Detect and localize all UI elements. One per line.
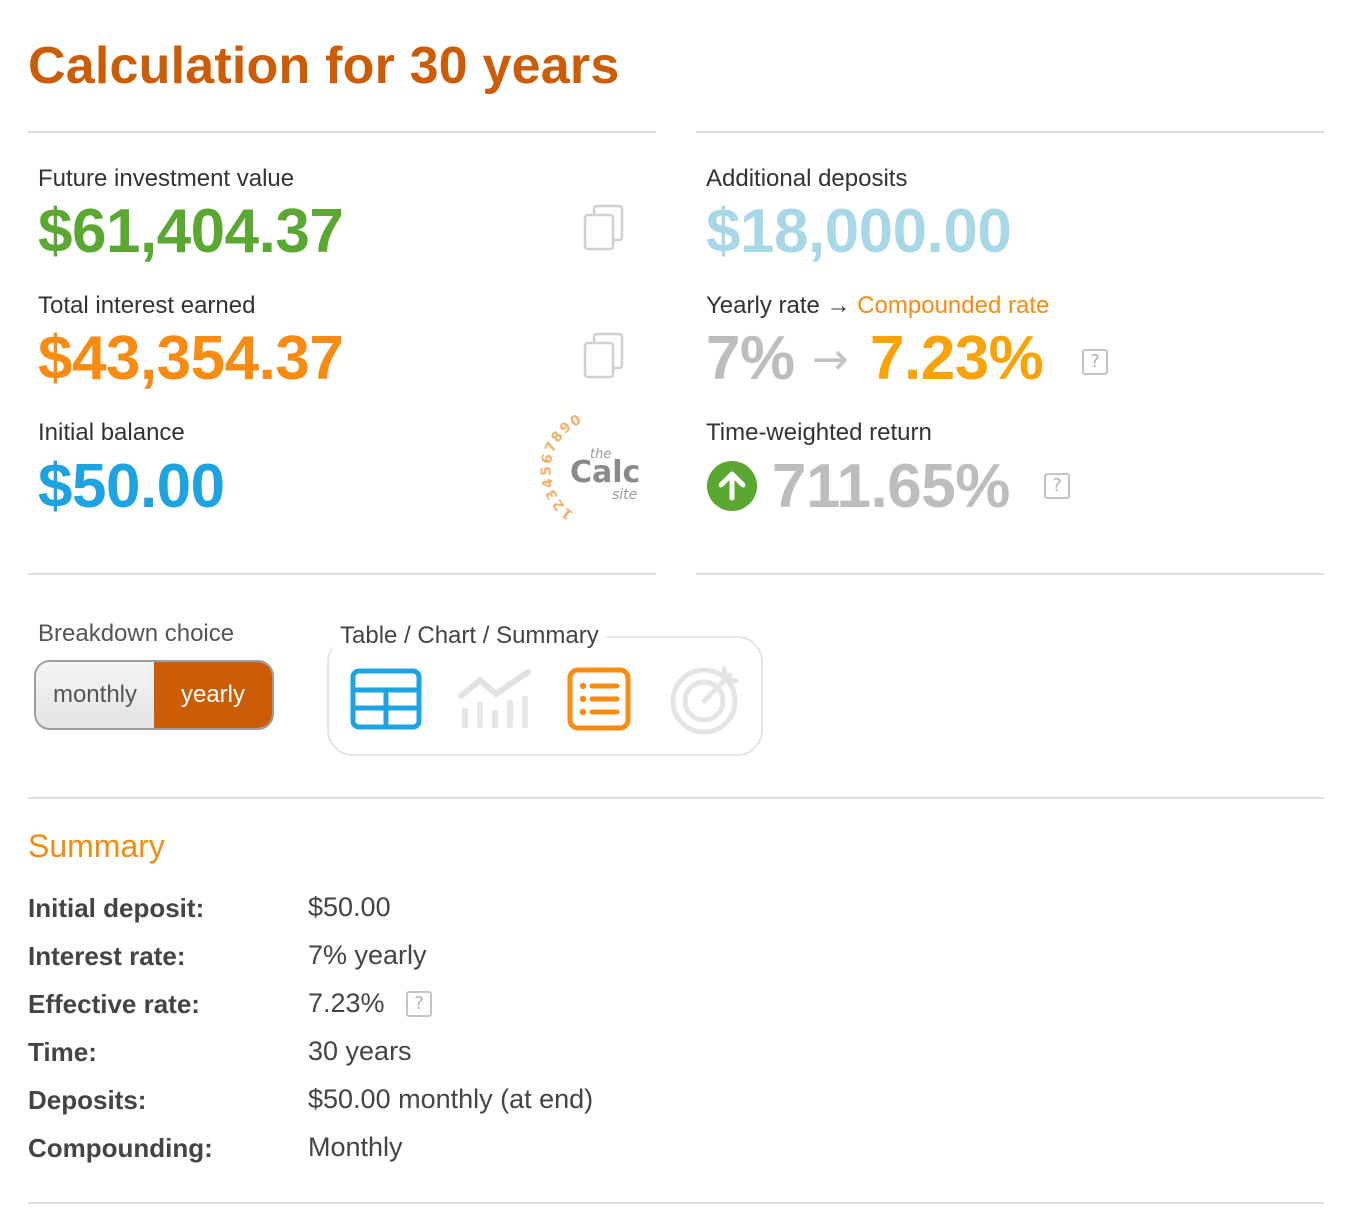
thecalcsite-logo: 1234567890 the Calc site <box>540 415 640 520</box>
help-icon[interactable]: ? <box>1044 473 1070 499</box>
total-interest-amount: $43,354.37 <box>38 324 344 393</box>
future-value-label: Future investment value <box>38 165 295 192</box>
breakdown-option-yearly[interactable]: yearly <box>154 662 272 728</box>
breakdown-label: Breakdown choice <box>38 620 235 647</box>
summary-key-interest-rate: Interest rate: <box>28 941 186 971</box>
initial-balance-amount: $50.00 <box>38 452 225 521</box>
compounded-rate-label: Compounded rate <box>857 292 1050 319</box>
rate-big-arrow: → <box>812 334 849 385</box>
summary-value-time: 30 years <box>308 1036 412 1066</box>
target-icon[interactable] <box>668 663 744 735</box>
summary-value-compounding: Monthly <box>308 1132 403 1162</box>
summary-key-compounding: Compounding: <box>28 1133 213 1163</box>
summary-key-deposits: Deposits: <box>28 1085 147 1115</box>
summary-value-deposits: $50.00 monthly (at end) <box>308 1084 594 1114</box>
divider <box>28 573 656 575</box>
chart-icon[interactable] <box>458 666 532 732</box>
rate-arrow: → <box>826 292 851 319</box>
breakdown-toggle[interactable]: monthly yearly <box>34 660 274 730</box>
divider <box>28 797 1324 799</box>
arrow-up-circle-icon <box>707 461 757 511</box>
twr-value: 711.65% <box>772 452 1010 521</box>
summary-list-icon[interactable] <box>567 667 631 731</box>
help-icon[interactable]: ? <box>1082 349 1108 375</box>
summary-key-time: Time: <box>28 1037 97 1067</box>
logo-the: the <box>590 447 611 462</box>
divider <box>28 131 656 133</box>
summary-key-effective-rate: Effective rate: <box>28 989 200 1019</box>
summary-value-effective-rate: 7.23% <box>308 988 385 1018</box>
summary-value-interest-rate: 7% yearly <box>308 940 427 970</box>
initial-balance-label: Initial balance <box>38 419 185 446</box>
summary-value-initial-deposit: $50.00 <box>308 892 391 922</box>
compounded-rate-value: 7.23% <box>870 324 1044 393</box>
divider <box>696 573 1324 575</box>
logo-site: site <box>612 487 637 503</box>
divider <box>28 1202 1324 1204</box>
page-title: Calculation for 30 years <box>28 37 620 95</box>
yearly-rate-value: 7% <box>706 324 795 393</box>
yearly-rate-label: Yearly rate <box>706 292 820 319</box>
logo-calc: Calc <box>570 455 640 490</box>
copy-icon[interactable] <box>582 204 626 252</box>
additional-deposits-label: Additional deposits <box>706 165 908 192</box>
total-interest-label: Total interest earned <box>38 292 256 319</box>
future-value-amount: $61,404.37 <box>38 197 344 266</box>
divider <box>696 131 1324 133</box>
view-selector-legend: Table / Chart / Summary <box>332 622 607 650</box>
summary-title: Summary <box>28 828 165 864</box>
table-icon[interactable] <box>350 668 422 730</box>
summary-key-initial-deposit: Initial deposit: <box>28 893 205 923</box>
breakdown-option-monthly[interactable]: monthly <box>36 662 154 728</box>
help-icon[interactable]: ? <box>406 991 432 1017</box>
rate-label: Yearly rate → Compounded rate <box>706 292 1049 320</box>
copy-icon[interactable] <box>582 332 626 380</box>
twr-label: Time-weighted return <box>706 419 932 446</box>
additional-deposits-amount: $18,000.00 <box>706 197 1012 266</box>
